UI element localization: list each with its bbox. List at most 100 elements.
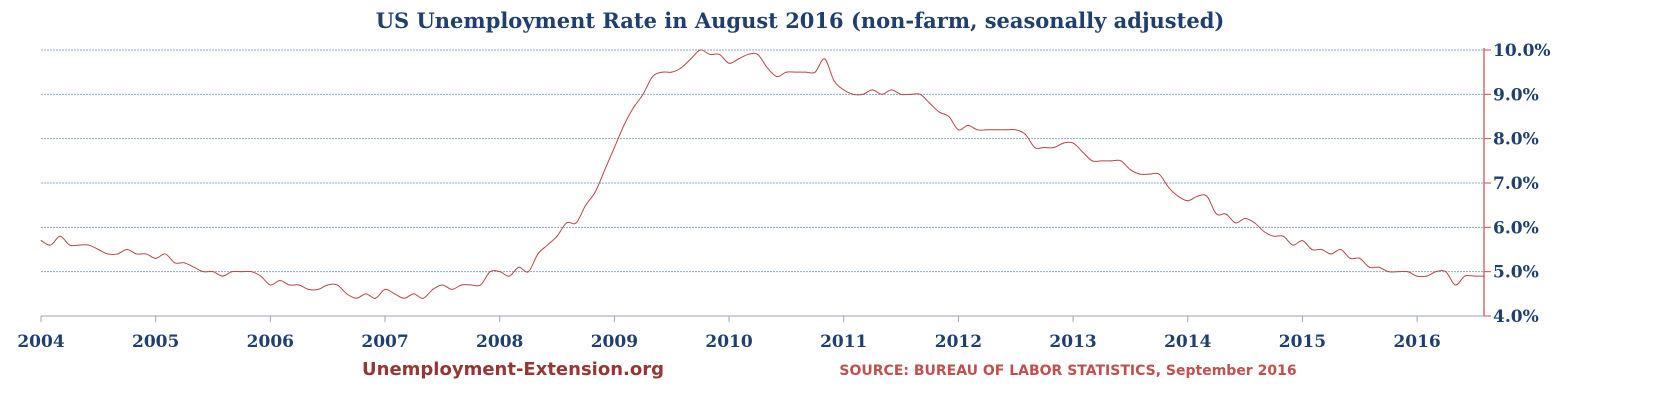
data-point xyxy=(996,129,998,131)
data-point xyxy=(1187,200,1189,202)
data-point xyxy=(680,67,682,69)
data-point xyxy=(766,67,768,69)
x-tick-label: 2006 xyxy=(247,332,294,352)
data-point xyxy=(1473,275,1476,277)
x-tick-label: 2004 xyxy=(17,332,64,352)
data-point xyxy=(833,80,835,82)
data-point xyxy=(479,284,482,286)
data-point xyxy=(1091,160,1093,162)
data-point xyxy=(212,271,214,273)
data-point xyxy=(738,58,740,60)
data-point xyxy=(241,271,243,273)
data-point xyxy=(174,262,176,264)
data-point xyxy=(489,271,491,273)
data-point xyxy=(1177,195,1179,197)
data-point xyxy=(88,244,90,246)
data-point xyxy=(1072,142,1074,144)
data-point xyxy=(403,297,405,299)
data-point xyxy=(384,288,386,290)
data-point xyxy=(1082,151,1084,153)
data-point xyxy=(250,271,252,273)
data-point xyxy=(604,169,606,171)
data-point xyxy=(365,293,367,295)
data-point xyxy=(49,244,52,246)
x-tick-label: 2011 xyxy=(820,332,867,352)
data-point xyxy=(432,288,434,290)
data-point xyxy=(1406,271,1409,273)
data-point xyxy=(1320,248,1323,251)
data-point xyxy=(1158,173,1160,175)
data-point xyxy=(1464,275,1466,277)
data-point xyxy=(327,284,329,286)
data-point xyxy=(881,93,883,95)
data-point xyxy=(556,235,558,237)
data-point xyxy=(1139,173,1141,175)
x-tick-label: 2013 xyxy=(1049,332,1096,352)
x-tick-label: 2007 xyxy=(361,332,408,352)
data-point xyxy=(709,53,711,56)
data-point xyxy=(594,191,596,193)
data-point xyxy=(1129,169,1132,171)
data-point xyxy=(441,284,443,286)
x-tick-label: 2008 xyxy=(476,332,523,352)
data-point xyxy=(1426,275,1428,277)
data-point xyxy=(1234,222,1237,224)
data-point xyxy=(1454,284,1456,286)
data-point xyxy=(1301,240,1304,242)
y-tick-label: 10.0% xyxy=(1493,41,1551,61)
data-point xyxy=(690,58,692,60)
data-point xyxy=(747,53,749,56)
data-point xyxy=(948,115,950,118)
x-tick-label: 2015 xyxy=(1279,332,1326,352)
data-point xyxy=(518,266,520,268)
data-point xyxy=(298,284,300,286)
y-tick-label: 8.0% xyxy=(1493,130,1539,150)
data-point xyxy=(910,93,912,95)
data-point xyxy=(938,111,940,113)
data-point xyxy=(1053,146,1055,149)
data-point xyxy=(1311,248,1313,251)
x-tick-label: 2014 xyxy=(1164,332,1211,352)
data-point xyxy=(1378,266,1380,268)
data-point xyxy=(1196,195,1198,197)
data-point xyxy=(642,93,644,95)
data-point xyxy=(929,102,931,104)
data-point xyxy=(164,253,166,255)
data-point xyxy=(527,271,529,273)
data-point xyxy=(336,284,338,286)
data-point xyxy=(1120,160,1122,162)
data-point xyxy=(1292,244,1294,246)
data-point xyxy=(470,284,472,286)
data-point xyxy=(623,124,625,126)
data-point xyxy=(116,253,119,255)
data-point xyxy=(221,275,224,277)
data-point xyxy=(1445,271,1447,273)
data-point xyxy=(374,297,377,299)
data-point xyxy=(1282,235,1284,237)
data-point xyxy=(613,146,615,149)
data-point xyxy=(1244,217,1246,220)
y-tick-label: 5.0% xyxy=(1493,263,1539,283)
data-point xyxy=(1273,235,1275,237)
data-point xyxy=(231,271,233,273)
data-point xyxy=(757,53,759,56)
data-point xyxy=(202,271,205,273)
data-point xyxy=(1168,186,1170,189)
data-point xyxy=(307,288,310,290)
data-point xyxy=(728,62,730,64)
x-tick-label: 2009 xyxy=(591,332,638,352)
data-point xyxy=(632,107,635,109)
series-layer xyxy=(40,49,1485,299)
data-point xyxy=(1483,275,1485,277)
data-point xyxy=(288,284,291,286)
data-point xyxy=(155,257,157,259)
data-point xyxy=(393,293,396,295)
data-point xyxy=(1416,275,1418,277)
data-point xyxy=(1397,271,1399,273)
data-point xyxy=(1254,222,1256,224)
data-point xyxy=(843,89,845,91)
x-tick-label: 2016 xyxy=(1393,332,1440,352)
y-tick-label: 7.0% xyxy=(1493,174,1539,194)
data-point xyxy=(1340,248,1342,251)
